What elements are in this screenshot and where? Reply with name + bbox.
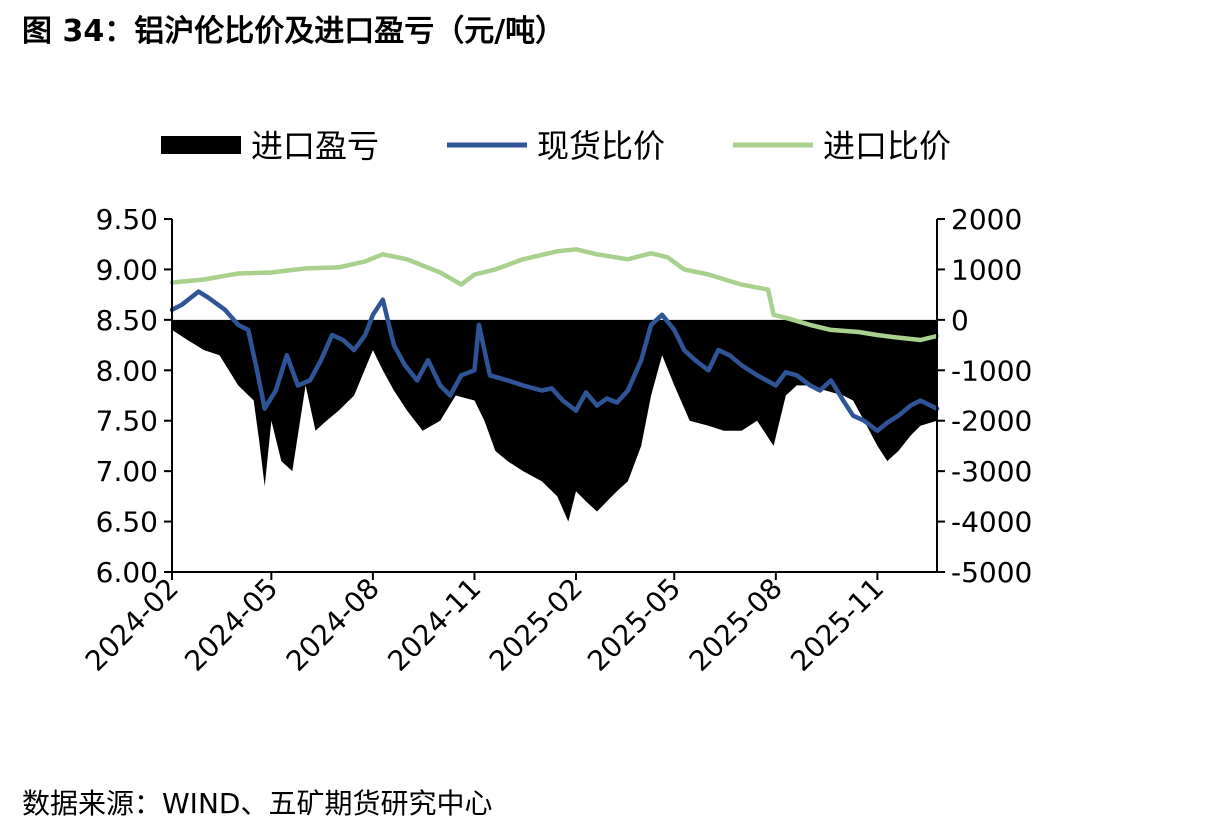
y-right-tick-label: -3000 — [951, 455, 1032, 488]
y-right-tick-label: 1000 — [951, 253, 1022, 286]
y-right-tick-label: -5000 — [951, 556, 1032, 589]
x-tick-label: 2025-02 — [483, 572, 589, 678]
y-right-tick-label: 0 — [951, 304, 969, 337]
y-left-tick-label: 6.00 — [96, 556, 158, 589]
legend-swatch-import-profit — [161, 136, 241, 154]
x-tick-label: 2025-11 — [784, 572, 890, 678]
import-profit-area — [172, 319, 937, 522]
x-tick-label: 2025-08 — [683, 572, 789, 678]
y-right-tick-label: -2000 — [951, 405, 1032, 438]
x-tick-label: 2024-11 — [381, 572, 487, 678]
legend: 进口盈亏 现货比价 进口比价 — [161, 127, 951, 165]
x-tick-label: 2024-08 — [280, 572, 386, 678]
spot-ratio-line-layer — [169, 289, 940, 434]
y-right-tick-label: -1000 — [951, 354, 1032, 387]
figure-title: 图 34：铝沪伦比价及进口盈亏（元/吨） — [22, 14, 566, 49]
y-left-tick-label: 7.00 — [96, 455, 158, 488]
figure-source: 数据来源：WIND、五矿期货研究中心 — [22, 787, 493, 820]
y-right-tick-label: 2000 — [951, 203, 1022, 236]
x-tick-label: 2024-05 — [178, 572, 284, 678]
y-left-tick-label: 9.50 — [96, 203, 158, 236]
import-ratio-line — [169, 247, 940, 343]
legend-label-spot-ratio: 现货比价 — [537, 127, 665, 165]
import-profit-area-layer — [172, 319, 937, 522]
y-left-tick-label: 8.50 — [96, 304, 158, 337]
legend-label-import-ratio: 进口比价 — [823, 127, 951, 165]
x-tick-label: 2025-05 — [581, 572, 687, 678]
y-left-tick-label: 6.50 — [96, 506, 158, 539]
import-ratio-line-layer — [169, 247, 940, 343]
spot-ratio-line — [169, 289, 940, 434]
y-left-tick-label: 8.00 — [96, 354, 158, 387]
y-left-tick-label: 9.00 — [96, 253, 158, 286]
y-right-tick-label: -4000 — [951, 506, 1032, 539]
y-left-tick-label: 7.50 — [96, 405, 158, 438]
legend-label-import-profit: 进口盈亏 — [251, 127, 379, 165]
